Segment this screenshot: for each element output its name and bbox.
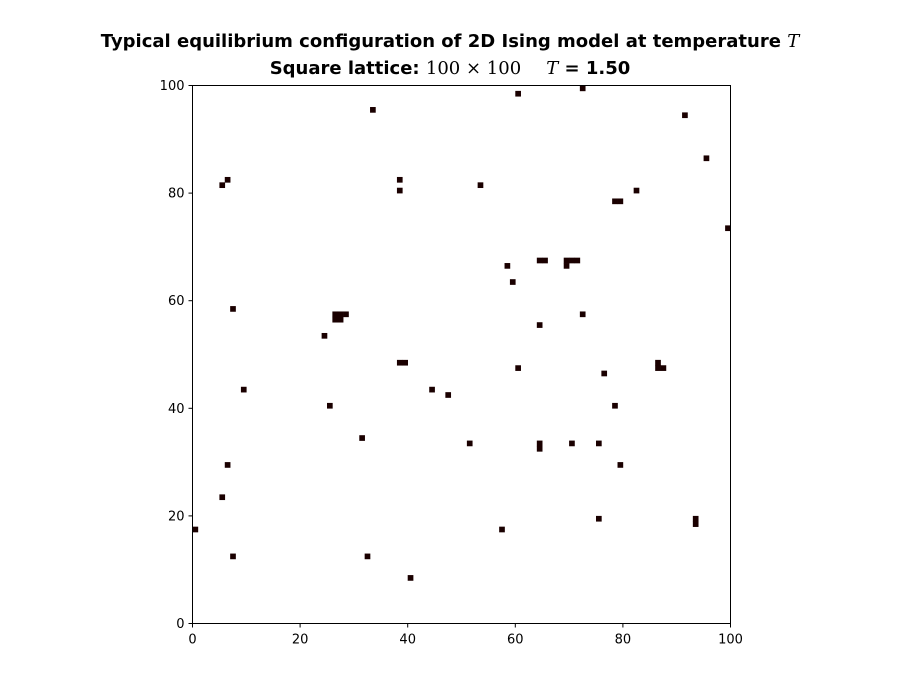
spin-down-cell	[536, 445, 543, 452]
x-tick-label: 100	[718, 633, 743, 648]
spin-down-cell	[219, 182, 226, 189]
spin-down-cell	[563, 263, 570, 269]
spin-down-cell	[499, 526, 505, 533]
spin-down-cell	[230, 306, 236, 312]
spin-down-cell	[569, 257, 575, 264]
spin-down-cell	[337, 316, 344, 323]
x-tick-label: 80	[615, 633, 632, 648]
spin-down-cell	[477, 182, 484, 189]
spin-down-cell	[569, 440, 575, 447]
spin-down-cell	[617, 462, 624, 468]
spin-down-cell	[579, 85, 586, 92]
spin-down-cell	[407, 575, 414, 581]
y-tick-label: 80	[168, 187, 185, 202]
spin-down-cell	[563, 257, 570, 264]
y-tick-label: 40	[168, 402, 185, 417]
spin-down-cell	[542, 257, 548, 264]
plot-frame	[192, 85, 731, 624]
spin-down-cell	[504, 263, 511, 269]
spin-down-cell	[660, 365, 667, 371]
chart-title-variable: T	[787, 31, 800, 52]
spin-down-cell	[364, 553, 371, 560]
x-tick-label: 40	[399, 633, 416, 648]
spin-down-cell	[596, 440, 602, 447]
spin-down-cell	[596, 515, 602, 522]
spin-down-cell	[601, 370, 608, 377]
spin-down-cell	[224, 176, 231, 183]
spin-down-cell	[219, 494, 226, 501]
spin-down-cell	[515, 365, 521, 371]
spin-down-cell	[612, 198, 618, 205]
spin-down-cell	[692, 521, 699, 527]
spin-down-cell	[655, 359, 661, 366]
chart-title-text: Typical equilibrium configuration of 2D …	[100, 31, 781, 52]
y-tick-label: 60	[168, 294, 185, 309]
spin-down-cell	[682, 112, 688, 119]
spin-down-cell	[617, 198, 624, 205]
spin-down-cell	[337, 311, 344, 318]
chart-subtitle-value: = 1.50	[564, 58, 631, 79]
spin-down-cell	[343, 311, 349, 318]
spin-down-cell	[359, 435, 365, 441]
x-tick-label: 20	[292, 633, 309, 648]
x-axis: 0 20 40 60 80 100	[188, 623, 743, 648]
spin-down-cell	[725, 225, 731, 232]
spin-down-cell	[224, 462, 231, 468]
spin-down-cell	[321, 332, 328, 339]
y-tick-label: 0	[176, 617, 184, 632]
lattice-background	[192, 85, 731, 624]
spin-down-cell	[536, 257, 543, 264]
spin-down-cell	[327, 402, 333, 409]
spin-down-cell	[192, 526, 199, 533]
x-tick-label: 0	[188, 633, 196, 648]
spin-down-cell	[396, 187, 403, 194]
y-tick-label: 100	[160, 79, 185, 94]
spin-down-cell	[396, 359, 403, 366]
y-tick-label: 20	[168, 509, 185, 524]
spin-down-cell	[429, 386, 435, 393]
x-tick-label: 60	[507, 633, 524, 648]
spin-down-cell	[633, 187, 640, 194]
spin-down-cell	[574, 257, 581, 264]
spin-down-cell	[402, 359, 408, 366]
chart-subtitle: Square lattice: 100 × 100 T = 1.50	[0, 58, 900, 80]
spin-down-cell	[332, 316, 339, 323]
spin-down-cell	[536, 322, 543, 328]
lattice-cells	[192, 85, 731, 624]
chart-subtitle-variable: T	[546, 58, 559, 79]
spin-down-cell	[703, 155, 710, 162]
spin-down-cell	[692, 515, 699, 522]
chart-subtitle-size: 100 × 100	[425, 58, 522, 79]
spin-down-cell	[240, 386, 247, 393]
spin-down-cell	[370, 107, 376, 113]
spin-down-cell	[515, 90, 521, 97]
chart-subtitle-label: Square lattice:	[269, 58, 420, 79]
y-axis: 0 20 40 60 80 100	[160, 79, 193, 632]
spin-down-cell	[230, 553, 236, 560]
spin-down-cell	[445, 392, 452, 398]
spin-down-cell	[466, 440, 473, 447]
spin-down-cell	[536, 440, 543, 447]
chart-title: Typical equilibrium configuration of 2D …	[0, 31, 900, 53]
spin-down-cell	[396, 176, 403, 183]
spin-down-cell	[509, 279, 516, 285]
spin-down-cell	[612, 402, 618, 409]
spin-down-cell	[579, 311, 586, 318]
spin-down-cell	[655, 365, 661, 371]
spin-down-cell	[332, 311, 339, 318]
